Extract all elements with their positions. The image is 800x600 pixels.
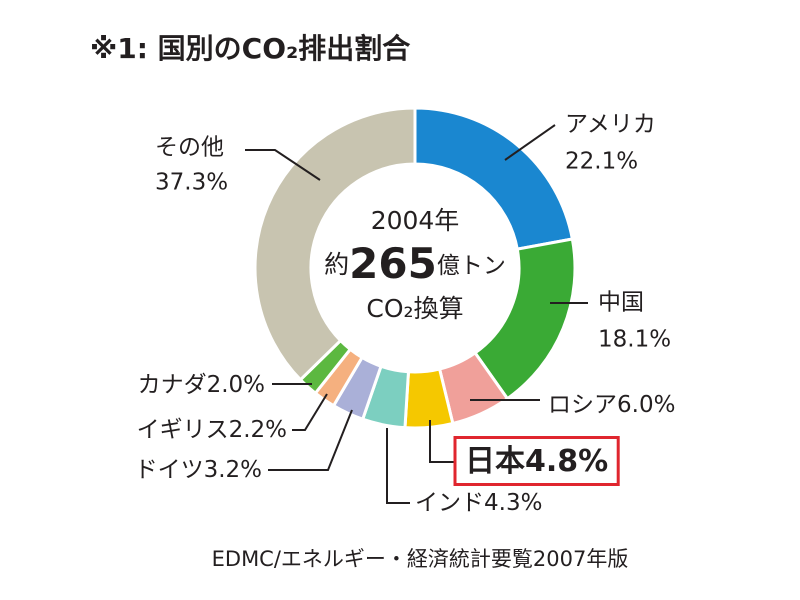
leader-line: [386, 428, 410, 504]
value-label: 22.1%: [565, 149, 638, 175]
center-total: 約265億トン: [324, 239, 506, 288]
category-label: アメリカ: [565, 112, 656, 138]
value-label: 4.8%: [525, 444, 608, 479]
source: EDMC/エネルギー・経済統計要覧2007年版: [212, 547, 629, 571]
value-label: 4.3%: [484, 490, 542, 516]
category-label: カナダ: [138, 372, 207, 398]
category-label: 中国: [598, 290, 644, 316]
value-label: 6.0%: [617, 392, 675, 418]
label: インド4.3%: [415, 490, 542, 516]
category-label: ドイツ: [135, 457, 204, 483]
category-label: 日本: [465, 444, 525, 479]
leader-line: [268, 409, 353, 471]
slice: [253, 106, 417, 382]
label: カナダ2.0%: [138, 372, 265, 398]
highlight-box: [453, 436, 620, 486]
label: 日本4.8%: [465, 444, 608, 479]
chart-title: ※1: 国別のCO₂排出割合: [90, 32, 411, 65]
leader-line: [504, 124, 556, 161]
category-label: ロシア: [548, 392, 617, 418]
label: ドイツ3.2%: [135, 457, 262, 483]
category-label: インド: [415, 490, 484, 516]
center-unit: 億トン: [437, 253, 506, 279]
label: ロシア6.0%: [548, 392, 675, 418]
category-label: イギリス: [137, 417, 229, 443]
center-value: 265: [349, 239, 437, 288]
center-note: CO₂換算: [366, 294, 463, 323]
leader-line: [429, 420, 455, 463]
value-label: 2.2%: [229, 417, 287, 443]
leader-line: [245, 149, 321, 181]
slice: [413, 106, 575, 251]
leader-line: [292, 393, 328, 431]
category-label: その他: [155, 135, 224, 161]
value-label: 37.3%: [155, 170, 228, 196]
value-label: 3.2%: [204, 457, 262, 483]
label: イギリス2.2%: [137, 417, 287, 443]
value-label: 18.1%: [598, 327, 671, 353]
center-prefix: 約: [324, 250, 349, 279]
value-label: 2.0%: [207, 372, 265, 398]
center-year: 2004年: [371, 206, 460, 235]
